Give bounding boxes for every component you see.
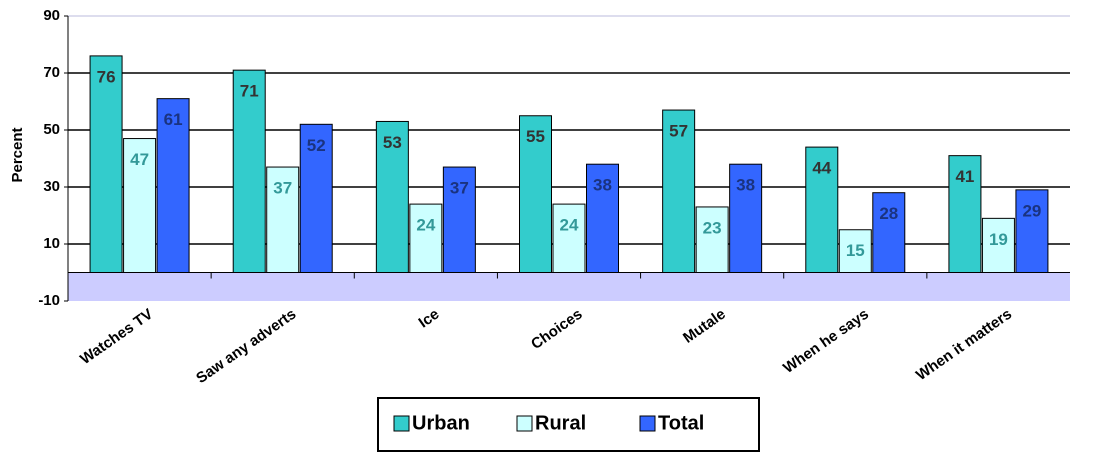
bar	[375, 120, 409, 273]
bar	[805, 146, 839, 274]
x-tick-label: When he says	[780, 306, 872, 377]
data-label: 19	[989, 230, 1008, 249]
plot-floor	[68, 272, 1070, 301]
data-label: 76	[97, 67, 116, 86]
x-tick-label: Choices	[528, 306, 586, 353]
bar	[948, 155, 982, 273]
bar	[266, 166, 300, 273]
data-label: 23	[703, 218, 722, 237]
bar	[662, 109, 696, 273]
data-label: 37	[273, 179, 292, 198]
bar	[232, 69, 266, 274]
legend-swatch	[393, 415, 410, 432]
x-tick-label: Saw any adverts	[193, 306, 299, 387]
legend-label: Total	[658, 412, 704, 434]
bar	[299, 123, 333, 273]
y-tick-label: 90	[43, 7, 60, 24]
data-label: 37	[450, 179, 469, 198]
data-label: 47	[130, 150, 149, 169]
bar	[695, 206, 729, 273]
data-label: 29	[1022, 201, 1041, 220]
data-label: 57	[669, 122, 688, 141]
legend-swatch	[639, 415, 656, 432]
legend: Urban Rural Total	[377, 397, 760, 452]
data-label: 28	[879, 204, 898, 223]
bar	[872, 192, 906, 273]
data-label: 55	[526, 127, 545, 146]
data-label: 38	[736, 176, 755, 195]
data-label: 24	[416, 216, 435, 235]
y-tick-label: -10	[38, 292, 60, 309]
legend-swatch	[516, 415, 533, 432]
x-tick-label: Watches TV	[77, 306, 156, 368]
x-tick-label: When it matters	[913, 306, 1015, 384]
data-label: 52	[307, 136, 326, 155]
data-label: 53	[383, 133, 402, 152]
bar	[981, 217, 1015, 274]
data-label: 15	[846, 241, 865, 260]
bar	[1015, 189, 1049, 274]
data-label: 44	[812, 159, 831, 178]
y-tick-label: 50	[43, 121, 60, 138]
y-tick-label: 70	[43, 64, 60, 81]
legend-box	[377, 397, 760, 452]
legend-label: Rural	[535, 412, 586, 434]
legend-label: Urban	[412, 412, 470, 434]
bar	[409, 203, 443, 274]
x-tick-label: Ice	[416, 306, 443, 332]
bar	[442, 166, 476, 273]
bar	[123, 138, 157, 273]
bar	[519, 115, 552, 273]
bar	[838, 229, 872, 273]
bar	[586, 163, 619, 273]
y-tick-label: 10	[43, 235, 60, 252]
data-label: 61	[164, 110, 183, 129]
bar	[89, 55, 123, 274]
data-label: 24	[560, 216, 579, 235]
y-tick-label: 30	[43, 178, 60, 195]
data-label: 41	[955, 167, 974, 186]
bar	[156, 98, 190, 274]
bar	[729, 163, 763, 273]
y-axis-title: Percent	[9, 127, 26, 182]
data-label: 38	[593, 176, 612, 195]
x-tick-label: Mutale	[680, 306, 729, 347]
bar	[552, 203, 586, 274]
data-label: 71	[240, 82, 259, 101]
